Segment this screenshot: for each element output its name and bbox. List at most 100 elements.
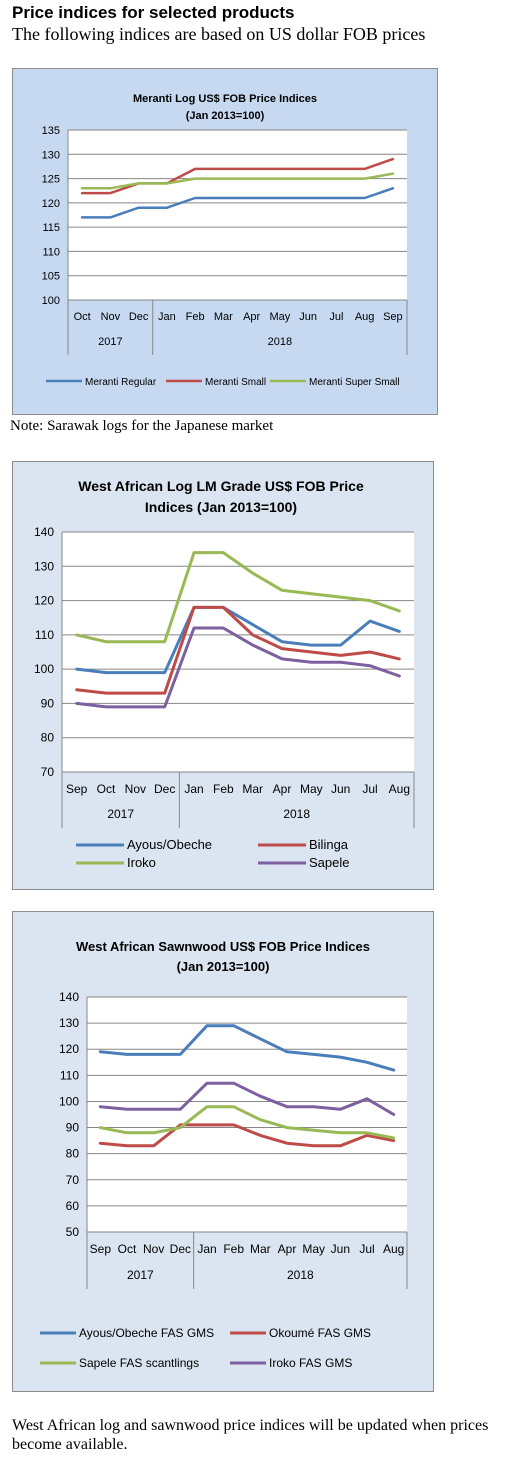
x-category-label: Jul xyxy=(329,311,343,323)
x-category-label: Aug xyxy=(355,311,375,323)
y-tick-label: 80 xyxy=(66,1147,80,1161)
x-category-label: Feb xyxy=(186,311,205,323)
x-category-label: Nov xyxy=(125,782,146,796)
y-tick-label: 90 xyxy=(66,1121,80,1135)
x-category-label: Oct xyxy=(118,1242,137,1256)
x-category-label: Jul xyxy=(362,782,377,796)
legend-label: Ayous/Obeche xyxy=(127,837,212,852)
y-tick-label: 125 xyxy=(42,174,60,186)
legend-label: Bilinga xyxy=(309,837,349,852)
y-tick-label: 110 xyxy=(60,1068,79,1082)
x-category-label: Aug xyxy=(383,1242,404,1256)
y-tick-label: 90 xyxy=(41,696,55,710)
x-category-label: Oct xyxy=(74,311,91,323)
x-category-label: Sep xyxy=(383,311,403,323)
x-category-label: Jan xyxy=(184,782,203,796)
x-year-label: 2018 xyxy=(283,807,310,821)
chart-title: West African Sawnwood US$ FOB Price Indi… xyxy=(76,939,370,954)
x-category-label: Jun xyxy=(331,782,350,796)
y-tick-label: 120 xyxy=(34,594,54,608)
x-category-label: Apr xyxy=(243,311,260,323)
x-category-label: Sep xyxy=(66,782,88,796)
y-tick-label: 130 xyxy=(42,149,60,161)
chart-subtitle: (Jan 2013=100) xyxy=(177,959,270,974)
y-tick-label: 100 xyxy=(59,1094,79,1108)
legend-label: Meranti Super Small xyxy=(309,377,400,388)
footer-text: West African log and sawnwood price indi… xyxy=(12,1417,489,1453)
y-tick-label: 130 xyxy=(34,559,54,573)
x-category-label: Dec xyxy=(129,311,149,323)
plot-area xyxy=(62,532,414,772)
legend-label: Okoumé FAS GMS xyxy=(269,1326,371,1340)
series-line-3 xyxy=(75,551,401,644)
x-year-label: 2017 xyxy=(107,807,134,821)
chart-subtitle: (Jan 2013=100) xyxy=(186,110,265,122)
series-line-4 xyxy=(75,626,401,709)
y-tick-label: 100 xyxy=(34,662,54,676)
legend-label: Meranti Regular xyxy=(85,377,157,388)
series-line-2 xyxy=(98,1123,396,1148)
x-category-label: Sep xyxy=(90,1242,112,1256)
x-year-label: 2018 xyxy=(287,1268,314,1282)
series-line-4 xyxy=(98,1081,396,1116)
x-year-label: 2017 xyxy=(127,1268,154,1282)
x-category-label: Jul xyxy=(359,1242,374,1256)
x-category-label: Apr xyxy=(278,1242,297,1256)
chart-title: Meranti Log US$ FOB Price Indices xyxy=(133,93,317,105)
west-african-sawnwood-chart: West African Sawnwood US$ FOB Price Indi… xyxy=(12,911,434,1392)
x-category-label: Aug xyxy=(389,782,410,796)
page-heading: Price indices for selected products xyxy=(12,3,295,22)
y-tick-label: 60 xyxy=(66,1199,80,1213)
y-tick-label: 130 xyxy=(59,1016,79,1030)
y-tick-label: 105 xyxy=(42,271,60,283)
legend-label: Iroko FAS GMS xyxy=(269,1356,352,1370)
chart-title: West African Log LM Grade US$ FOB Price xyxy=(78,478,364,494)
meranti-chart: Meranti Log US$ FOB Price Indices (Jan 20… xyxy=(12,68,438,415)
page-subheading: The following indices are based on US do… xyxy=(12,24,426,44)
x-category-label: Jan xyxy=(158,311,176,323)
x-category-label: May xyxy=(302,1242,325,1256)
chart-note: Note: Sarawak logs for the Japanese mark… xyxy=(10,418,274,434)
series-line-1 xyxy=(98,1024,396,1072)
x-category-label: Jan xyxy=(197,1242,216,1256)
x-category-label: Mar xyxy=(242,782,263,796)
x-category-label: Nov xyxy=(143,1242,164,1256)
west-african-log-chart: West African Log LM Grade US$ FOB Price I… xyxy=(12,461,434,890)
series-line-1 xyxy=(75,605,401,675)
x-category-label: Jun xyxy=(299,311,317,323)
x-year-label: 2018 xyxy=(268,336,292,348)
series-line-3 xyxy=(98,1105,396,1140)
legend-label: Iroko xyxy=(127,855,156,870)
y-tick-label: 80 xyxy=(41,731,55,745)
chart-subtitle: Indices (Jan 2013=100) xyxy=(145,499,297,515)
x-category-label: Jun xyxy=(331,1242,350,1256)
x-category-label: Mar xyxy=(250,1242,271,1256)
plot-area xyxy=(68,130,407,300)
series-line-2 xyxy=(75,605,401,695)
y-tick-label: 120 xyxy=(59,1042,79,1056)
x-category-label: May xyxy=(300,782,323,796)
y-tick-label: 100 xyxy=(42,295,60,307)
series-line-3 xyxy=(80,172,395,190)
y-tick-label: 110 xyxy=(35,628,54,642)
y-tick-label: 140 xyxy=(59,990,79,1004)
y-tick-label: 140 xyxy=(34,525,54,539)
series-line-1 xyxy=(80,187,395,219)
x-category-label: Oct xyxy=(97,782,116,796)
x-category-label: Feb xyxy=(223,1242,244,1256)
x-year-label: 2017 xyxy=(98,336,122,348)
x-category-label: Dec xyxy=(154,782,175,796)
y-tick-label: 135 xyxy=(42,125,60,137)
x-category-label: Dec xyxy=(170,1242,191,1256)
y-tick-label: 120 xyxy=(42,198,60,210)
legend-label: Sapele xyxy=(309,855,349,870)
legend-label: Meranti Small xyxy=(205,377,266,388)
y-tick-label: 70 xyxy=(66,1173,80,1187)
y-tick-label: 115 xyxy=(42,222,60,234)
x-category-label: Apr xyxy=(273,782,292,796)
y-tick-label: 50 xyxy=(66,1225,80,1239)
x-category-label: Mar xyxy=(214,311,233,323)
legend-label: Sapele FAS scantlings xyxy=(79,1356,199,1370)
x-category-label: Feb xyxy=(213,782,234,796)
x-category-label: Nov xyxy=(101,311,121,323)
